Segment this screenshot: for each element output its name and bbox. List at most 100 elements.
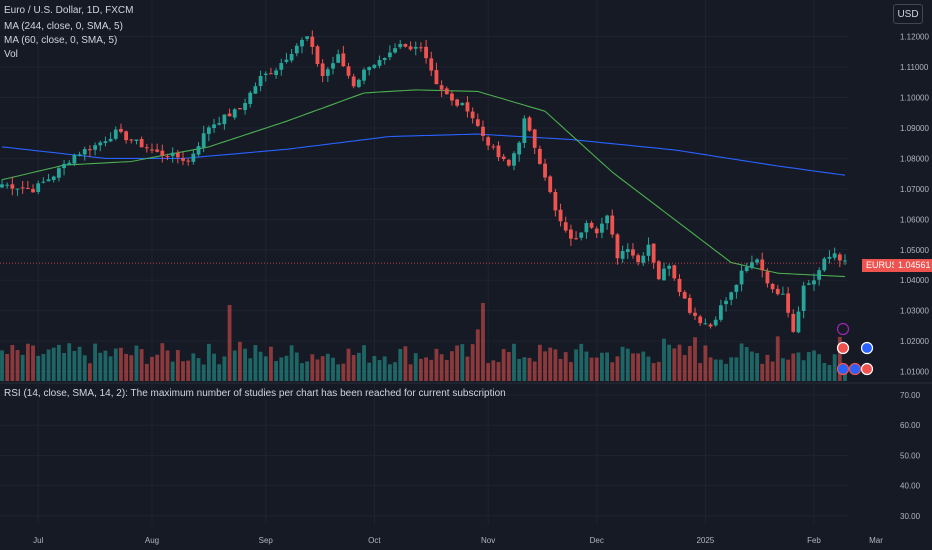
candle-body	[160, 150, 165, 156]
volume-bar	[165, 350, 170, 381]
volume-bar	[191, 353, 196, 381]
volume-bar	[41, 354, 46, 381]
legend-symbol[interactable]: Euro / U.S. Dollar, 1D, FXCM	[4, 5, 134, 16]
candle-body	[693, 312, 697, 316]
volume-bar	[832, 354, 837, 381]
x-tick-label: Jul	[33, 536, 43, 545]
volume-bar	[455, 345, 460, 381]
volume-bar	[310, 354, 315, 381]
candle-body	[300, 39, 304, 47]
volume-bar	[356, 352, 361, 381]
volume-bar	[491, 360, 496, 381]
candle-body	[475, 119, 480, 126]
candle-body	[0, 184, 4, 188]
candle-body	[279, 63, 284, 70]
volume-bar	[615, 356, 620, 381]
lightning-event-icon[interactable]	[836, 322, 850, 336]
candle-body	[600, 223, 604, 233]
volume-bar	[543, 351, 547, 381]
volume-bar	[382, 356, 387, 381]
y-tick-label: 1.09000	[900, 124, 929, 133]
ma60-line	[1, 89, 846, 278]
volume-bar	[93, 343, 97, 381]
volume-bar	[331, 357, 335, 381]
volume-bar	[263, 356, 268, 381]
candle-body	[791, 313, 796, 332]
candle-body	[646, 244, 651, 256]
volume-bar	[636, 353, 641, 381]
candle-body	[729, 292, 734, 300]
candle-body	[579, 232, 584, 238]
candle-body	[222, 114, 227, 125]
candle-body	[351, 76, 356, 87]
volume-bar	[496, 362, 501, 381]
candle-body	[455, 99, 460, 106]
eu-flag-event-icon[interactable]	[848, 362, 862, 376]
candle-body	[248, 92, 253, 104]
candle-body	[382, 57, 387, 60]
x-tick-label: Nov	[481, 536, 495, 545]
candle-body	[708, 324, 713, 327]
last-price-value-label: 1.04561	[894, 259, 932, 272]
volume-bar	[10, 345, 15, 381]
candle-body	[134, 139, 139, 141]
candle-body	[765, 271, 770, 284]
legend-ma244[interactable]: MA (244, close, 0, SMA, 5)	[4, 21, 123, 32]
candle-body	[419, 47, 423, 49]
volume-bar	[325, 353, 330, 381]
candle-body	[822, 258, 827, 271]
candle-body	[387, 52, 392, 58]
eu-flag-event-icon[interactable]	[860, 341, 874, 355]
rsi-y-tick-label: 70.00	[900, 391, 921, 400]
candle-body	[620, 251, 625, 259]
volume-bar	[687, 345, 692, 381]
volume-bar	[739, 343, 744, 381]
volume-bar	[755, 353, 759, 381]
us-flag-event-icon[interactable]	[860, 362, 874, 376]
volume-bar	[129, 355, 134, 381]
candle-body	[506, 159, 511, 166]
ma244-line	[1, 133, 846, 176]
candle-body	[25, 187, 30, 189]
volume-bar	[594, 357, 599, 381]
volume-bar	[553, 349, 558, 381]
y-tick-label: 1.10000	[900, 94, 929, 103]
candle-body	[258, 75, 263, 87]
candle-body	[36, 183, 41, 192]
volume-bar	[781, 358, 785, 381]
candle-body	[672, 265, 677, 279]
rsi-y-tick-label: 60.00	[900, 421, 921, 430]
volume-bar	[72, 351, 77, 381]
candle-body	[5, 184, 10, 186]
volume-bar	[25, 343, 30, 381]
volume-bar	[812, 350, 816, 381]
volume-bar	[506, 352, 511, 381]
x-tick-label: Mar	[869, 536, 883, 545]
currency-button[interactable]: USD	[893, 4, 923, 24]
volume-bar	[527, 357, 532, 381]
volume-bar	[46, 349, 51, 381]
candle-body	[170, 152, 175, 157]
y-tick-label: 1.01000	[900, 368, 929, 377]
volume-bar	[718, 359, 723, 381]
volume-bar	[610, 362, 615, 381]
legend-ma60[interactable]: MA (60, close, 0, SMA, 5)	[4, 35, 118, 46]
eu-flag-event-icon[interactable]	[836, 362, 850, 376]
volume-bar	[258, 351, 263, 381]
volume-bar	[512, 343, 516, 381]
us-flag-event-icon[interactable]	[836, 341, 850, 355]
candle-body	[408, 46, 413, 50]
volume-bar	[729, 357, 734, 381]
volume-bar	[434, 348, 439, 381]
candle-body	[589, 222, 594, 228]
candle-body	[775, 288, 780, 295]
legend-vol[interactable]: Vol	[4, 49, 18, 60]
volume-bar	[289, 345, 294, 381]
rsi-y-tick-label: 30.00	[900, 512, 921, 521]
volume-bar	[548, 347, 553, 381]
candle-body	[119, 128, 123, 132]
y-tick-label: 1.06000	[900, 215, 929, 224]
candle-body	[238, 108, 242, 110]
candle-body	[253, 86, 258, 94]
